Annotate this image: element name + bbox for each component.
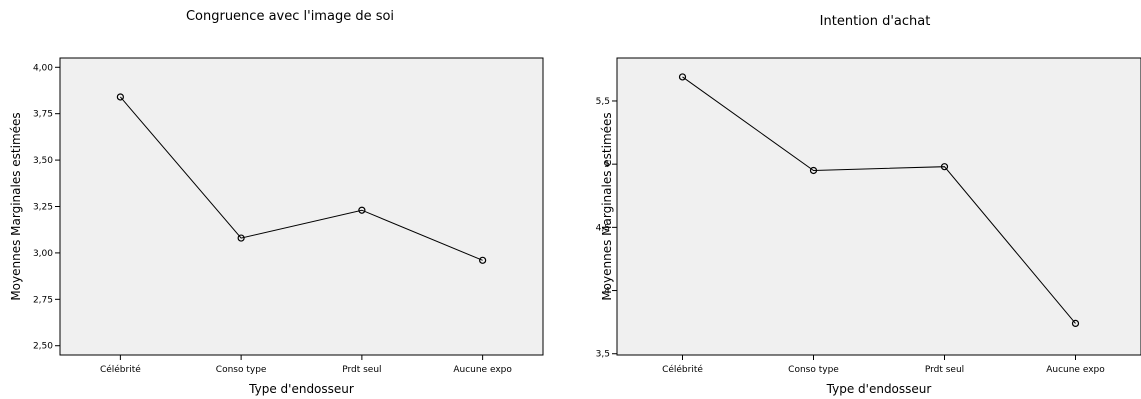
chart1-y-tick-label: 3,75 [33,110,53,120]
chart2-title: Intention d'achat [820,14,931,29]
chart1-y-tick-label: 3,25 [33,203,53,213]
chart2-data-point [940,163,949,171]
chart2-y-axis-title: Moyennes Marginales estimées [600,112,614,300]
chart2-data-point [809,166,818,175]
chart2-x-axis-title: Type d'endosseur [826,382,932,396]
chart2-x-tick-label: Aucune expo [1046,365,1105,375]
chart2-data-point [678,73,687,81]
chart2-x-tick-label: Conso type [788,365,839,375]
chart1-x-tick-label: Conso type [216,365,267,375]
chart2-series-line [682,76,1076,324]
chart2-x-tick-label: Prdt seul [925,365,964,375]
chart1-y-tick-label: 2,50 [33,342,53,352]
chart1-plot-area [59,57,544,356]
chart1-y-tick-label: 3,00 [33,249,53,259]
chart1-x-tick-label: Célébrité [100,364,141,375]
chart1-data-point [116,93,124,101]
chart2-plot-area [616,57,1141,356]
chart2-y-tick-label: 3,5 [596,350,610,360]
chart1-data-point [479,256,487,264]
chart2-y-tick-label: 4 [604,287,610,297]
chart1-y-tick-label: 2,75 [33,295,53,305]
chart2-x-tick-label: Célébrité [662,364,703,375]
chart1-title: Congruence avec l'image de soi [186,9,394,24]
chart1-y-axis-title: Moyennes Marginales estimées [9,112,23,300]
chart1-x-axis-title: Type d'endosseur [248,382,354,396]
chart1-data-point [358,206,366,214]
chart1-data-point [237,234,245,242]
chart2-data-point [1071,319,1080,328]
chart1-series-line [119,96,483,261]
chart2-y-tick-label: 5 [604,160,610,170]
chart2-y-tick-label: 5,5 [596,97,610,107]
chart2-y-tick-label: 4,5 [596,223,610,233]
chart1-x-tick-label: Aucune expo [453,365,512,375]
chart1-y-tick-label: 4,00 [33,63,53,73]
chart1-y-tick-label: 3,50 [33,156,53,166]
chart1-x-tick-label: Prdt seul [342,365,381,375]
